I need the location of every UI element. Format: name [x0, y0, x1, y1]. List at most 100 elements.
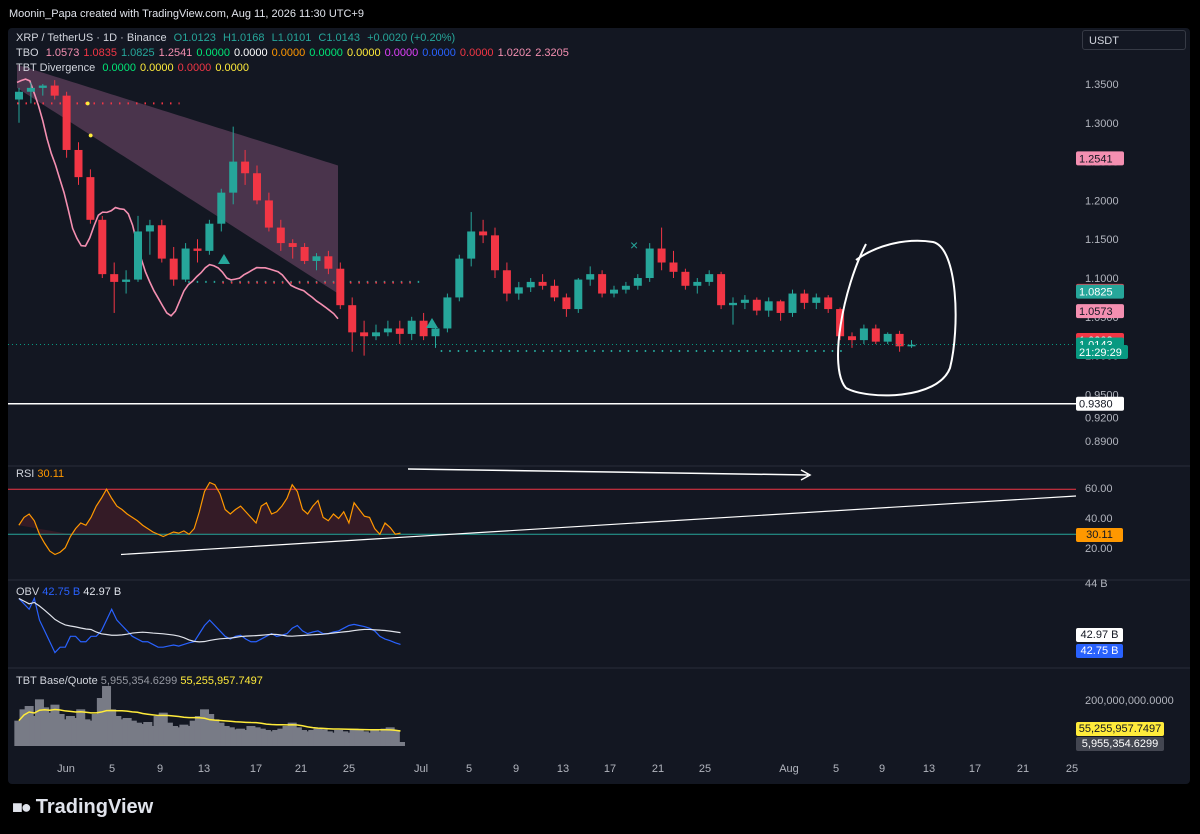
candle-body — [669, 262, 678, 272]
candle-body — [800, 293, 809, 303]
volume-axis-200m: 200,000,000.0000 — [1085, 695, 1174, 707]
candle-body — [740, 299, 749, 303]
volume-bar — [40, 707, 50, 746]
volume-bar — [189, 720, 199, 746]
volume-bar — [308, 730, 318, 746]
volume-bar — [174, 727, 184, 746]
candle-body — [657, 248, 666, 263]
volume-bar — [117, 719, 127, 746]
chart-svg[interactable]: 1.35001.30001.25001.20001.15001.10001.05… — [8, 28, 1190, 784]
price-axis-label: 1.1000 — [1085, 273, 1119, 285]
tradingview-brand[interactable]: ■● TradingView — [12, 796, 153, 819]
tbo-cloud — [17, 64, 338, 294]
candle-body — [574, 279, 583, 310]
candle-body — [264, 200, 273, 228]
volume-bar — [96, 698, 106, 746]
symbol-legend[interactable]: XRP / TetherUS · 1D · Binance O1.0123 H1… — [16, 32, 459, 44]
volume-bar — [24, 706, 34, 746]
volume-bar — [153, 716, 163, 746]
candle-body — [467, 231, 476, 259]
tbo-legend[interactable]: TBO 1.0573 1.0835 1.0825 1.2541 0.0000 0.0000… — [16, 47, 573, 59]
candle-body — [752, 299, 761, 311]
candle-body — [407, 320, 416, 334]
candle-body — [705, 274, 714, 282]
candle-body — [633, 278, 642, 286]
time-axis-label: 25 — [1066, 763, 1078, 775]
tbo-value: 0.0000 — [422, 47, 456, 59]
time-axis-label: 5 — [833, 763, 839, 775]
candle-body — [38, 85, 47, 88]
volume-bar — [318, 729, 328, 746]
time-axis-label: Jun — [57, 763, 75, 775]
volume-bar — [272, 730, 282, 746]
candle-body — [15, 91, 23, 100]
volume-bar — [71, 718, 81, 746]
volume-bar — [395, 742, 405, 746]
volume-bar — [107, 709, 117, 746]
volume-bar — [241, 730, 251, 746]
volume-bar — [179, 724, 189, 746]
candle-body — [502, 270, 511, 294]
time-axis-label: Jul — [414, 763, 428, 775]
symbol-name: XRP / TetherUS · 1D · Binance — [16, 32, 167, 44]
credit-line: Moonin_Papa created with TradingView.com… — [9, 8, 364, 20]
candle-body — [717, 274, 726, 306]
candle-body — [383, 328, 392, 333]
volume-bar — [122, 718, 132, 746]
price-tag-label: 1.2541 — [1079, 153, 1113, 165]
tbo-value: 1.0835 — [83, 47, 117, 59]
rsi-legend[interactable]: RSI 30.11 — [16, 468, 64, 480]
candle-body — [253, 173, 261, 201]
tbo-name: TBO — [16, 47, 39, 59]
change-value: +0.0020 (+0.20%) — [367, 32, 456, 44]
price-axis-label: 0.8900 — [1085, 436, 1119, 448]
candle-body — [621, 285, 630, 290]
volume-bar — [132, 722, 142, 746]
rsi-arrow-head — [800, 469, 812, 481]
tbo-value: 1.0573 — [45, 47, 80, 59]
price-tag-label: 21:29:29 — [1079, 347, 1122, 359]
volume-bar — [287, 722, 297, 746]
price-tag — [1076, 396, 1124, 411]
volume-bar — [210, 719, 220, 746]
price-tag — [1076, 284, 1124, 299]
volume-bar — [256, 728, 266, 746]
volume-bar — [385, 727, 395, 746]
time-axis-label: 25 — [343, 763, 355, 775]
time-axis-label: 5 — [466, 763, 472, 775]
rsi-axis-60: 60.00 — [1085, 483, 1113, 495]
time-axis-label: Aug — [779, 763, 799, 775]
volume-bar — [19, 709, 29, 746]
candle-body — [336, 268, 345, 306]
obv-legend[interactable]: OBV 42.75 B 42.97 B — [16, 586, 121, 598]
volume-bar — [380, 728, 390, 746]
price-tag — [1076, 344, 1128, 359]
obv-axis-44b: 44 B — [1085, 578, 1108, 590]
volume-bar — [344, 732, 354, 746]
price-axis-label: 1.3000 — [1085, 118, 1119, 130]
tbo-value: 1.0825 — [121, 47, 155, 59]
volume-legend[interactable]: TBT Base/Quote 5,955,354.6299 55,255,957… — [16, 675, 263, 687]
volume-bar — [365, 732, 375, 746]
candle-body — [181, 248, 190, 280]
candle-body — [610, 289, 618, 294]
tbo-value: 0.0000 — [233, 47, 268, 59]
volume-bar — [200, 709, 210, 746]
rsi-title: RSI — [16, 468, 35, 480]
volume-bar — [91, 714, 101, 746]
tbt-legend[interactable]: TBT Divergence 0.0000 0.0000 0.0000 0.0000 — [16, 62, 253, 74]
volume-bar — [163, 722, 173, 746]
time-axis-label: 9 — [879, 763, 885, 775]
signal-dot: ● — [88, 130, 93, 140]
volume-bar — [86, 720, 96, 746]
volume-bar — [158, 712, 168, 746]
volume-bar — [390, 730, 400, 746]
buy-signal-triangle — [426, 318, 438, 328]
currency-button[interactable]: USDT — [1082, 30, 1186, 50]
candle-body — [419, 320, 428, 337]
volume-bar — [138, 724, 148, 746]
chart-panel[interactable]: 1.35001.30001.25001.20001.15001.10001.05… — [8, 28, 1190, 784]
candle-body — [645, 248, 654, 279]
obv-tag-value: 42.75 B — [1076, 644, 1123, 658]
price-tag-label: 1.0825 — [1079, 287, 1113, 299]
